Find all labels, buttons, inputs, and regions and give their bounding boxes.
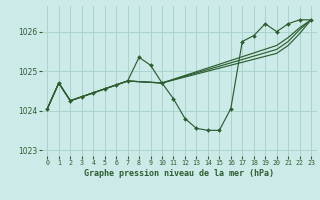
X-axis label: Graphe pression niveau de la mer (hPa): Graphe pression niveau de la mer (hPa) <box>84 169 274 178</box>
